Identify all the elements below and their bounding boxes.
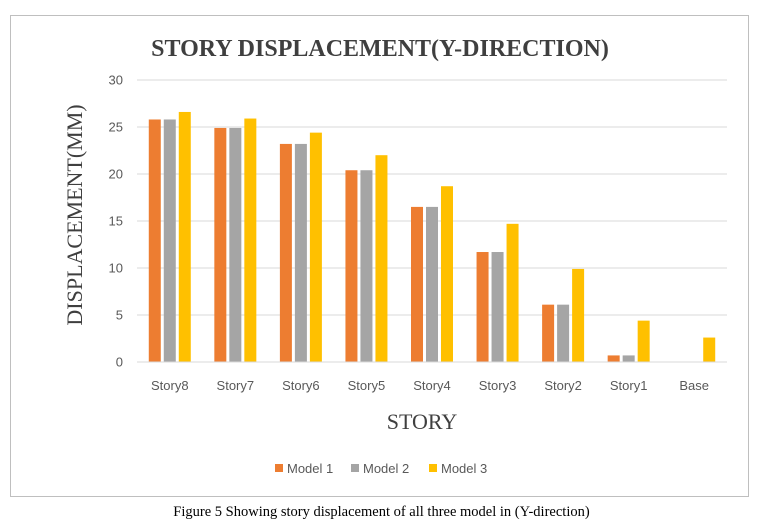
x-tick-label: Base <box>679 378 709 393</box>
x-tick-label: Story2 <box>544 378 582 393</box>
legend-label: Model 2 <box>363 461 409 476</box>
bar-model-2-story1 <box>622 355 635 362</box>
y-tick-label: 5 <box>116 308 123 323</box>
y-tick-label: 25 <box>109 120 123 135</box>
bar-model-1-story1 <box>607 355 620 362</box>
bar-model-3-story8 <box>178 111 191 363</box>
x-tick-label: Story1 <box>610 378 648 393</box>
x-axis-ticks: Story8 Story7 Story6 Story5 Story4 Story3 Stor… <box>151 378 709 393</box>
legend-swatch-model-3 <box>429 464 437 472</box>
x-tick-label: Story3 <box>479 378 517 393</box>
bar-model-1-story8 <box>148 119 161 362</box>
y-axis-title: DISPLACEMENT(MM) <box>62 104 87 325</box>
bar-model-3-story7 <box>244 118 257 362</box>
y-tick-label: 15 <box>109 214 123 229</box>
x-tick-label: Story5 <box>348 378 386 393</box>
y-tick-label: 10 <box>109 261 123 276</box>
x-tick-label: Story8 <box>151 378 189 393</box>
bar-model-2-story3 <box>491 252 504 362</box>
bar-model-3-base <box>703 337 716 362</box>
bar-model-3-story4 <box>441 186 453 362</box>
bar-model-2-story8 <box>163 119 176 362</box>
bar-model-1-story7 <box>214 127 227 362</box>
legend-swatch-model-1 <box>275 464 283 472</box>
legend: Model 1 Model 2 Model 3 <box>275 461 487 476</box>
bar-model-2-story6 <box>294 143 307 362</box>
y-tick-label: 0 <box>116 355 123 370</box>
bar-model-3-story2 <box>572 268 585 362</box>
legend-swatch-model-2 <box>351 464 359 472</box>
bar-model-3-story6 <box>309 132 322 362</box>
bar-model-2-story5 <box>360 170 373 362</box>
bar-model-1-story4 <box>411 206 423 362</box>
bar-model-3-story1 <box>637 320 650 362</box>
chart-title: STORY DISPLACEMENT(Y-DIRECTION) <box>151 36 609 62</box>
x-tick-label: Story6 <box>282 378 320 393</box>
bar-model-1-story3 <box>476 252 489 362</box>
legend-label: Model 3 <box>441 461 487 476</box>
bar-model-2-story2 <box>557 304 570 362</box>
figure-caption: Figure 5 Showing story displacement of a… <box>173 504 590 520</box>
bar-model-1-story5 <box>345 170 358 362</box>
bar-model-1-story2 <box>542 304 555 362</box>
y-tick-label: 20 <box>109 167 123 182</box>
y-tick-label: 30 <box>109 73 123 88</box>
x-tick-label: Story4 <box>413 378 451 393</box>
x-axis-title: STORY <box>387 409 458 434</box>
bar-model-3-story3 <box>506 223 519 362</box>
bars <box>148 111 716 363</box>
bar-model-2-story7 <box>229 127 242 362</box>
bar-model-2-story4 <box>426 206 438 362</box>
bar-model-3-story5 <box>375 155 388 362</box>
legend-label: Model 1 <box>287 461 333 476</box>
bar-model-1-story6 <box>279 143 292 362</box>
x-tick-label: Story7 <box>217 378 255 393</box>
y-axis-ticks: 0 5 10 15 20 25 30 <box>109 73 123 370</box>
